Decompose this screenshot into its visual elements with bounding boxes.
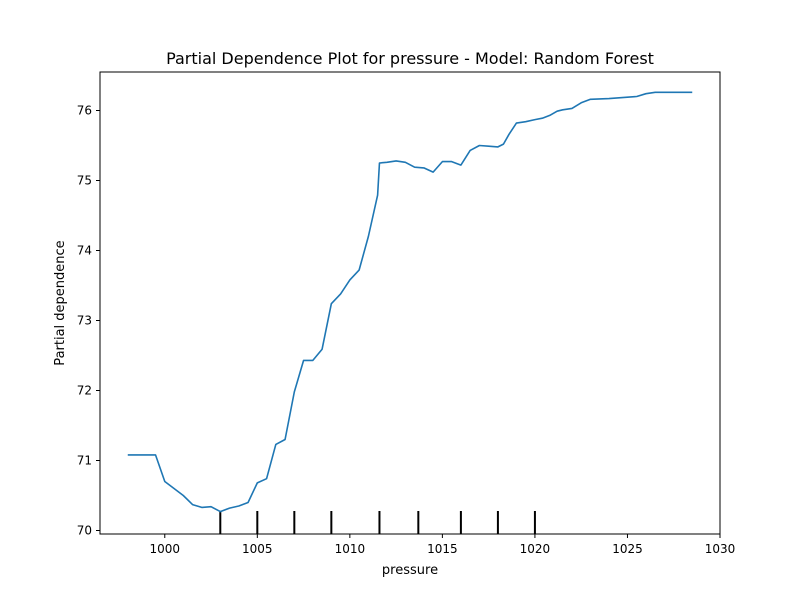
y-axis: 70 71 72 73 74 75 76 [77,104,100,538]
x-tick-label: 1000 [150,542,181,556]
x-tick-label: 1020 [520,542,551,556]
rug-marks [219,511,536,534]
x-tick-label: 1005 [242,542,273,556]
plot-area [99,71,721,535]
x-tick-label: 1030 [705,542,736,556]
y-tick-label: 72 [77,384,92,398]
series-line [127,91,693,513]
x-tick-label: 1015 [427,542,458,556]
x-tick-label: 1025 [612,542,643,556]
x-tick-label: 1010 [335,542,366,556]
y-tick-label: 75 [77,174,92,188]
y-tick-label: 70 [77,524,92,538]
x-axis-label: pressure [382,563,438,578]
y-tick-label: 71 [77,454,92,468]
y-tick-label: 73 [77,314,92,328]
y-tick-label: 74 [77,244,92,258]
y-tick-label: 76 [77,104,92,118]
chart-title: Partial Dependence Plot for pressure - M… [166,49,654,68]
y-axis-label: Partial dependence [53,240,68,365]
x-axis: 1000 1005 1010 1015 1020 1025 1030 [150,534,736,556]
